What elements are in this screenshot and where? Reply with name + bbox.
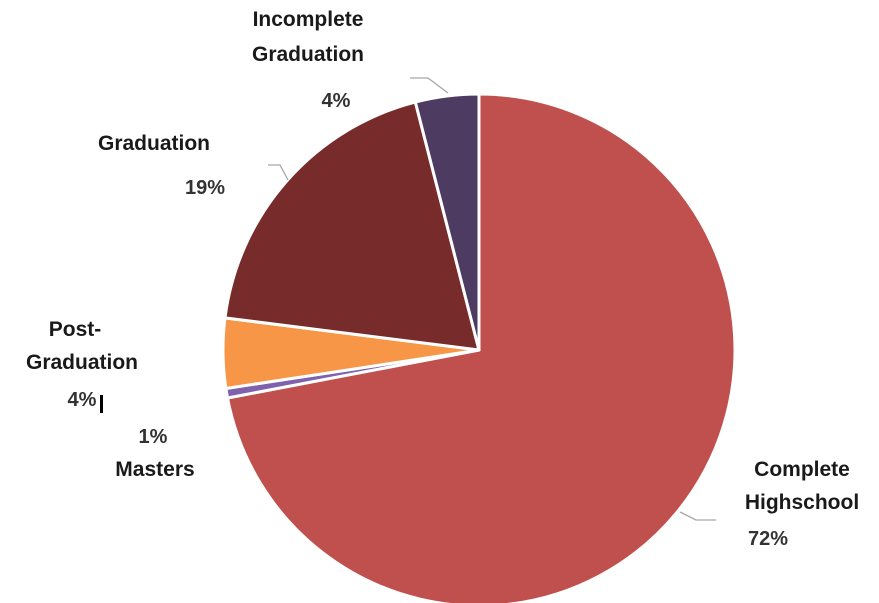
pie-slice-graduation [223, 100, 481, 352]
post-graduation-label-tick [100, 395, 103, 413]
label-pct-complete-highschool: 72% [748, 528, 788, 550]
label-pct-masters: 1% [139, 426, 168, 448]
label-pct-graduation: 19% [185, 177, 225, 199]
leader-line-graduation [268, 164, 289, 181]
label-name-incomplete-graduation-1: Incomplete [253, 8, 364, 31]
pie-slice-incomplete-graduation [413, 92, 481, 352]
label-name-masters: Masters [115, 458, 194, 481]
label-name-complete-highschool-2: Highschool [745, 491, 859, 514]
pie-slices [221, 92, 737, 603]
label-name-incomplete-graduation-2: Graduation [252, 43, 364, 66]
label-pct-post-graduation: 4% [68, 389, 97, 411]
pie-slice-complete-highschool [226, 92, 737, 603]
label-name-post-graduation-1: Post- [49, 318, 102, 341]
label-name-post-graduation-2: Graduation [26, 351, 138, 374]
leader-line-incomplete-graduation [410, 77, 449, 94]
label-name-complete-highschool-1: Complete [754, 458, 850, 481]
label-name-graduation: Graduation [98, 132, 210, 155]
label-pct-incomplete-graduation: 4% [322, 90, 351, 112]
leader-line-complete-highschool [679, 511, 716, 521]
